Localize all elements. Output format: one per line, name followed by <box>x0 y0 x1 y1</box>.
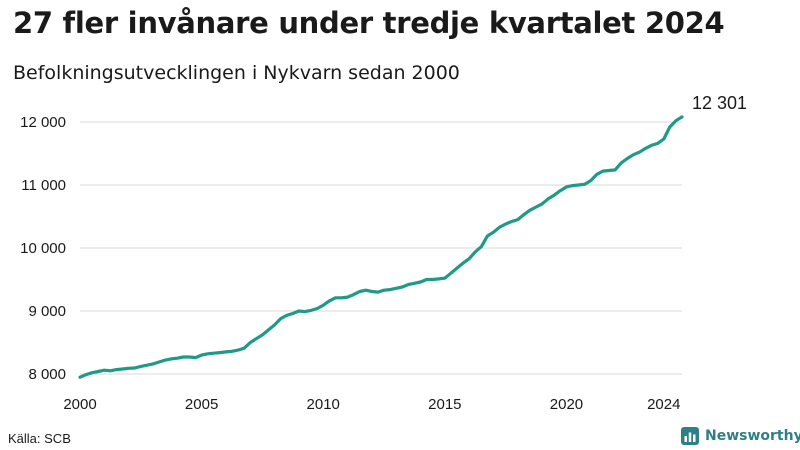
x-tick-label: 2020 <box>550 396 583 413</box>
y-tick-label: 8 000 <box>28 366 66 383</box>
x-tick-label: 2024 <box>647 396 680 413</box>
brand-logo: Newsworthy <box>681 427 800 445</box>
chart-subtitle: Befolkningsutvecklingen i Nykvarn sedan … <box>13 62 460 84</box>
grid-lines <box>80 121 682 375</box>
series-lines <box>78 115 684 379</box>
source-note: Källa: SCB <box>8 431 71 446</box>
x-tick-label: 2005 <box>185 396 218 413</box>
x-tick-label: 2000 <box>63 396 96 413</box>
chart-title: 27 fler invånare under tredje kvartalet … <box>13 6 725 40</box>
x-tick-label: 2010 <box>307 396 340 413</box>
y-tick-label: 11 000 <box>21 177 66 194</box>
y-tick-label: 12 000 <box>20 114 66 131</box>
end-value-label: 12 301 <box>692 93 747 113</box>
x-tick-label: 2015 <box>428 396 461 413</box>
series-line <box>78 115 684 379</box>
bar-chart-icon <box>681 427 699 445</box>
y-axis-ticks: 8 000 9 000 10 000 11 000 12 000 <box>20 114 66 383</box>
x-axis-ticks: 2000 2005 2010 2015 2020 2024 <box>63 396 680 413</box>
y-tick-label: 9 000 <box>28 303 66 320</box>
y-tick-label: 10 000 <box>20 240 66 257</box>
brand-name: Newsworthy <box>705 428 800 444</box>
